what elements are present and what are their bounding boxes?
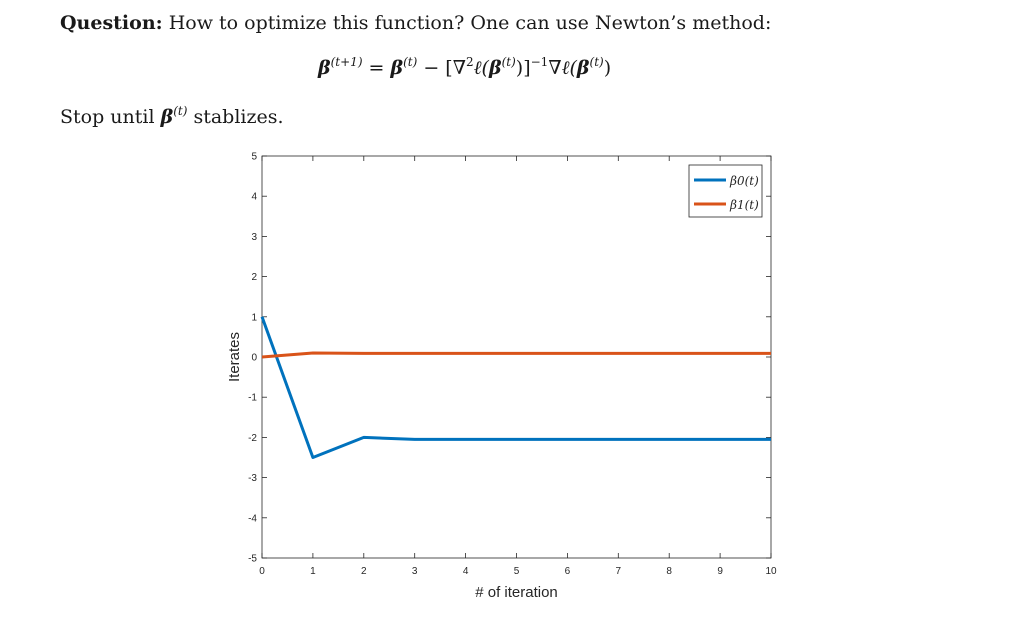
x-tick-label: 10 [765,566,777,577]
y-tick-label: -5 [248,554,257,565]
series-line-beta0 [260,316,771,459]
x-tick-label: 5 [514,566,520,577]
y-tick-label: 5 [251,152,257,163]
stop-condition: Stop until β(t) stablizes. [60,104,284,128]
y-axis-title: Iterates [226,332,243,382]
x-tick-label: 2 [361,566,367,577]
x-tick-label: 0 [259,566,265,577]
formula-grad: ∇ [548,57,562,79]
legend-label-beta0: β0(t) [729,174,759,188]
formula-eq: = [362,57,391,79]
formula-sq: 2 [466,55,474,69]
beta-symbol: β [488,57,502,79]
stop-after: stablizes. [187,106,284,128]
x-tick-label: 8 [666,566,672,577]
y-tick-label: 0 [251,353,257,364]
formula-minus: − [∇ [417,57,466,79]
formula-ell2: ℓ( [561,57,577,79]
stop-before: Stop until [60,106,161,128]
y-tick-label: 3 [251,232,257,243]
y-tick-label: 2 [251,272,257,283]
x-tick-label: 1 [310,566,316,577]
y-tick-label: 4 [251,192,257,203]
formula-close2: ) [603,57,612,79]
beta-symbol: β [576,57,590,79]
formula-lhs-sup: (t+1) [330,55,363,69]
y-tick-label: 1 [251,312,257,323]
formula-inv: −1 [530,55,549,69]
x-tick-label: 9 [717,566,723,577]
beta-symbol: β [160,106,174,128]
x-axis-title: # of iteration [475,584,558,601]
beta-symbol: β [390,57,404,79]
y-tick-label: -3 [248,473,257,484]
formula-b2-sup: (t) [501,55,516,69]
plot-area [261,155,772,559]
formula-b3-sup: (t) [589,55,604,69]
newton-formula: β(t+1) = β(t) − [∇2ℓ(β(t))]−1∇ℓ(β(t)) [318,55,611,80]
x-tick-label: 4 [463,566,469,577]
legend-box [688,164,763,218]
beta-symbol: β [318,57,331,79]
question-line: Question: How to optimize this function?… [60,12,771,34]
formula-ell1: ℓ( [473,57,489,79]
formula-b1-sup: (t) [403,55,418,69]
y-tick-label: -4 [248,513,257,524]
stop-sup: (t) [173,104,188,118]
x-tick-label: 7 [616,566,622,577]
x-tick-label: 6 [565,566,571,577]
legend-label-beta1: β1(t) [729,198,759,212]
question-text: How to optimize this function? One can u… [168,12,772,34]
question-label: Question: [60,12,163,34]
formula-close1: )] [515,57,531,79]
y-tick-label: -2 [248,433,257,444]
series-line-beta1 [261,351,771,359]
x-tick-label: 3 [412,566,418,577]
y-tick-label: -1 [248,393,257,404]
